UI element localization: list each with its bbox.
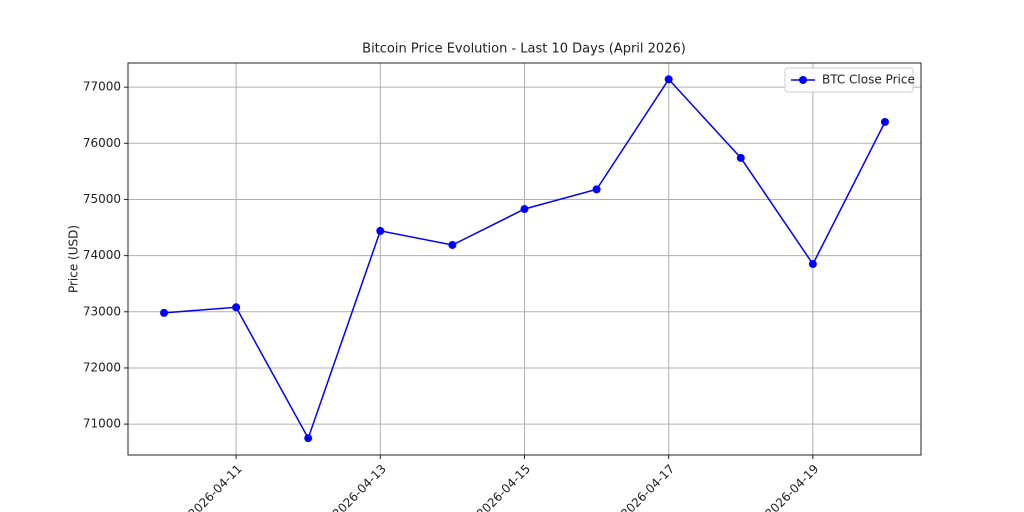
y-tick-label: 71000	[83, 417, 121, 431]
data-point	[448, 240, 457, 249]
data-point	[232, 303, 241, 312]
data-point	[880, 117, 889, 126]
chart-title: Bitcoin Price Evolution - Last 10 Days (…	[362, 42, 686, 57]
y-tick-label: 73000	[83, 304, 121, 318]
y-axis-label: Price (USD)	[67, 225, 81, 293]
data-point	[304, 434, 313, 443]
y-tick-label: 72000	[83, 360, 121, 374]
data-point	[520, 205, 529, 214]
data-point	[664, 75, 673, 84]
plot-frame	[127, 62, 922, 456]
y-tick-label: 77000	[83, 80, 121, 94]
legend-marker	[799, 76, 807, 84]
data-point	[808, 260, 817, 269]
y-tick-label: 75000	[83, 192, 121, 206]
y-tick-label: 74000	[83, 248, 121, 262]
data-point	[160, 308, 169, 317]
legend-box	[784, 67, 914, 93]
data-point	[376, 226, 385, 235]
y-tick-label: 76000	[83, 136, 121, 150]
data-point	[592, 185, 601, 194]
legend-label: BTC Close Price	[822, 73, 915, 87]
data-point	[736, 153, 745, 162]
